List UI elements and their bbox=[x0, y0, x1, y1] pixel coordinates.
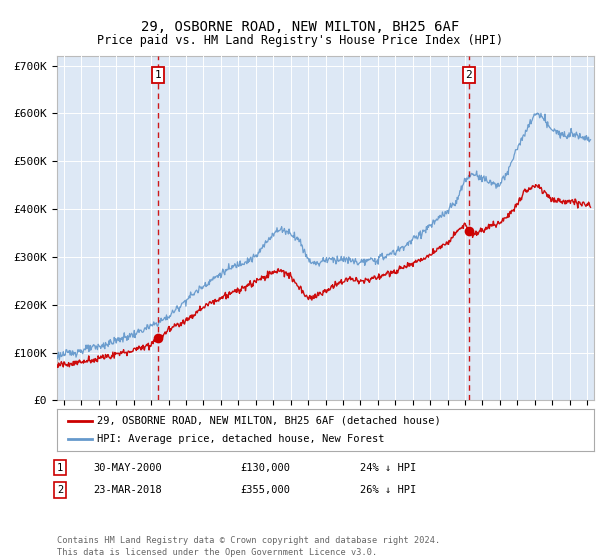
Text: Contains HM Land Registry data © Crown copyright and database right 2024.
This d: Contains HM Land Registry data © Crown c… bbox=[57, 536, 440, 557]
Text: HPI: Average price, detached house, New Forest: HPI: Average price, detached house, New … bbox=[97, 434, 385, 444]
Text: 1: 1 bbox=[57, 463, 63, 473]
Text: 1: 1 bbox=[155, 70, 161, 80]
Text: 29, OSBORNE ROAD, NEW MILTON, BH25 6AF: 29, OSBORNE ROAD, NEW MILTON, BH25 6AF bbox=[141, 20, 459, 34]
Text: 24% ↓ HPI: 24% ↓ HPI bbox=[360, 463, 416, 473]
Text: 29, OSBORNE ROAD, NEW MILTON, BH25 6AF (detached house): 29, OSBORNE ROAD, NEW MILTON, BH25 6AF (… bbox=[97, 416, 441, 426]
Text: 23-MAR-2018: 23-MAR-2018 bbox=[93, 485, 162, 495]
Text: 2: 2 bbox=[466, 70, 472, 80]
Text: £130,000: £130,000 bbox=[240, 463, 290, 473]
Text: Price paid vs. HM Land Registry's House Price Index (HPI): Price paid vs. HM Land Registry's House … bbox=[97, 34, 503, 46]
Text: 26% ↓ HPI: 26% ↓ HPI bbox=[360, 485, 416, 495]
Text: 30-MAY-2000: 30-MAY-2000 bbox=[93, 463, 162, 473]
Text: 2: 2 bbox=[57, 485, 63, 495]
Text: £355,000: £355,000 bbox=[240, 485, 290, 495]
